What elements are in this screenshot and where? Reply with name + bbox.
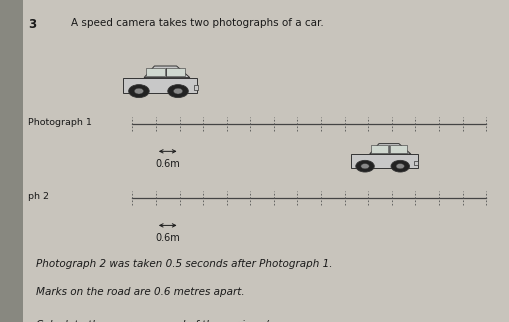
Circle shape: [391, 160, 409, 172]
Circle shape: [129, 85, 149, 98]
Circle shape: [174, 88, 183, 94]
Bar: [166, 68, 185, 76]
Text: A speed camera takes two photographs of a car.: A speed camera takes two photographs of …: [71, 18, 324, 28]
Circle shape: [168, 85, 188, 98]
Bar: [0, 0, 23, 322]
Circle shape: [134, 88, 144, 94]
Circle shape: [396, 164, 404, 169]
Bar: [414, 161, 418, 165]
Text: ph 2: ph 2: [28, 192, 49, 201]
Text: Calculate the average speed of the car in m/s.: Calculate the average speed of the car i…: [36, 320, 276, 322]
Polygon shape: [370, 144, 411, 154]
Polygon shape: [144, 66, 190, 78]
Text: 0.6m: 0.6m: [155, 233, 180, 243]
Circle shape: [356, 160, 374, 172]
Bar: [193, 85, 198, 90]
Text: Photograph 1: Photograph 1: [28, 118, 92, 127]
Text: Marks on the road are 0.6 metres apart.: Marks on the road are 0.6 metres apart.: [36, 287, 244, 297]
Text: 3: 3: [28, 18, 36, 31]
Text: Photograph 2 was taken 0.5 seconds after Photograph 1.: Photograph 2 was taken 0.5 seconds after…: [36, 259, 332, 269]
Circle shape: [361, 164, 369, 169]
Bar: [123, 78, 197, 93]
Bar: [351, 154, 417, 168]
Bar: [146, 68, 165, 76]
Bar: [389, 145, 407, 153]
Text: 0.6m: 0.6m: [155, 159, 180, 169]
Bar: [371, 145, 388, 153]
